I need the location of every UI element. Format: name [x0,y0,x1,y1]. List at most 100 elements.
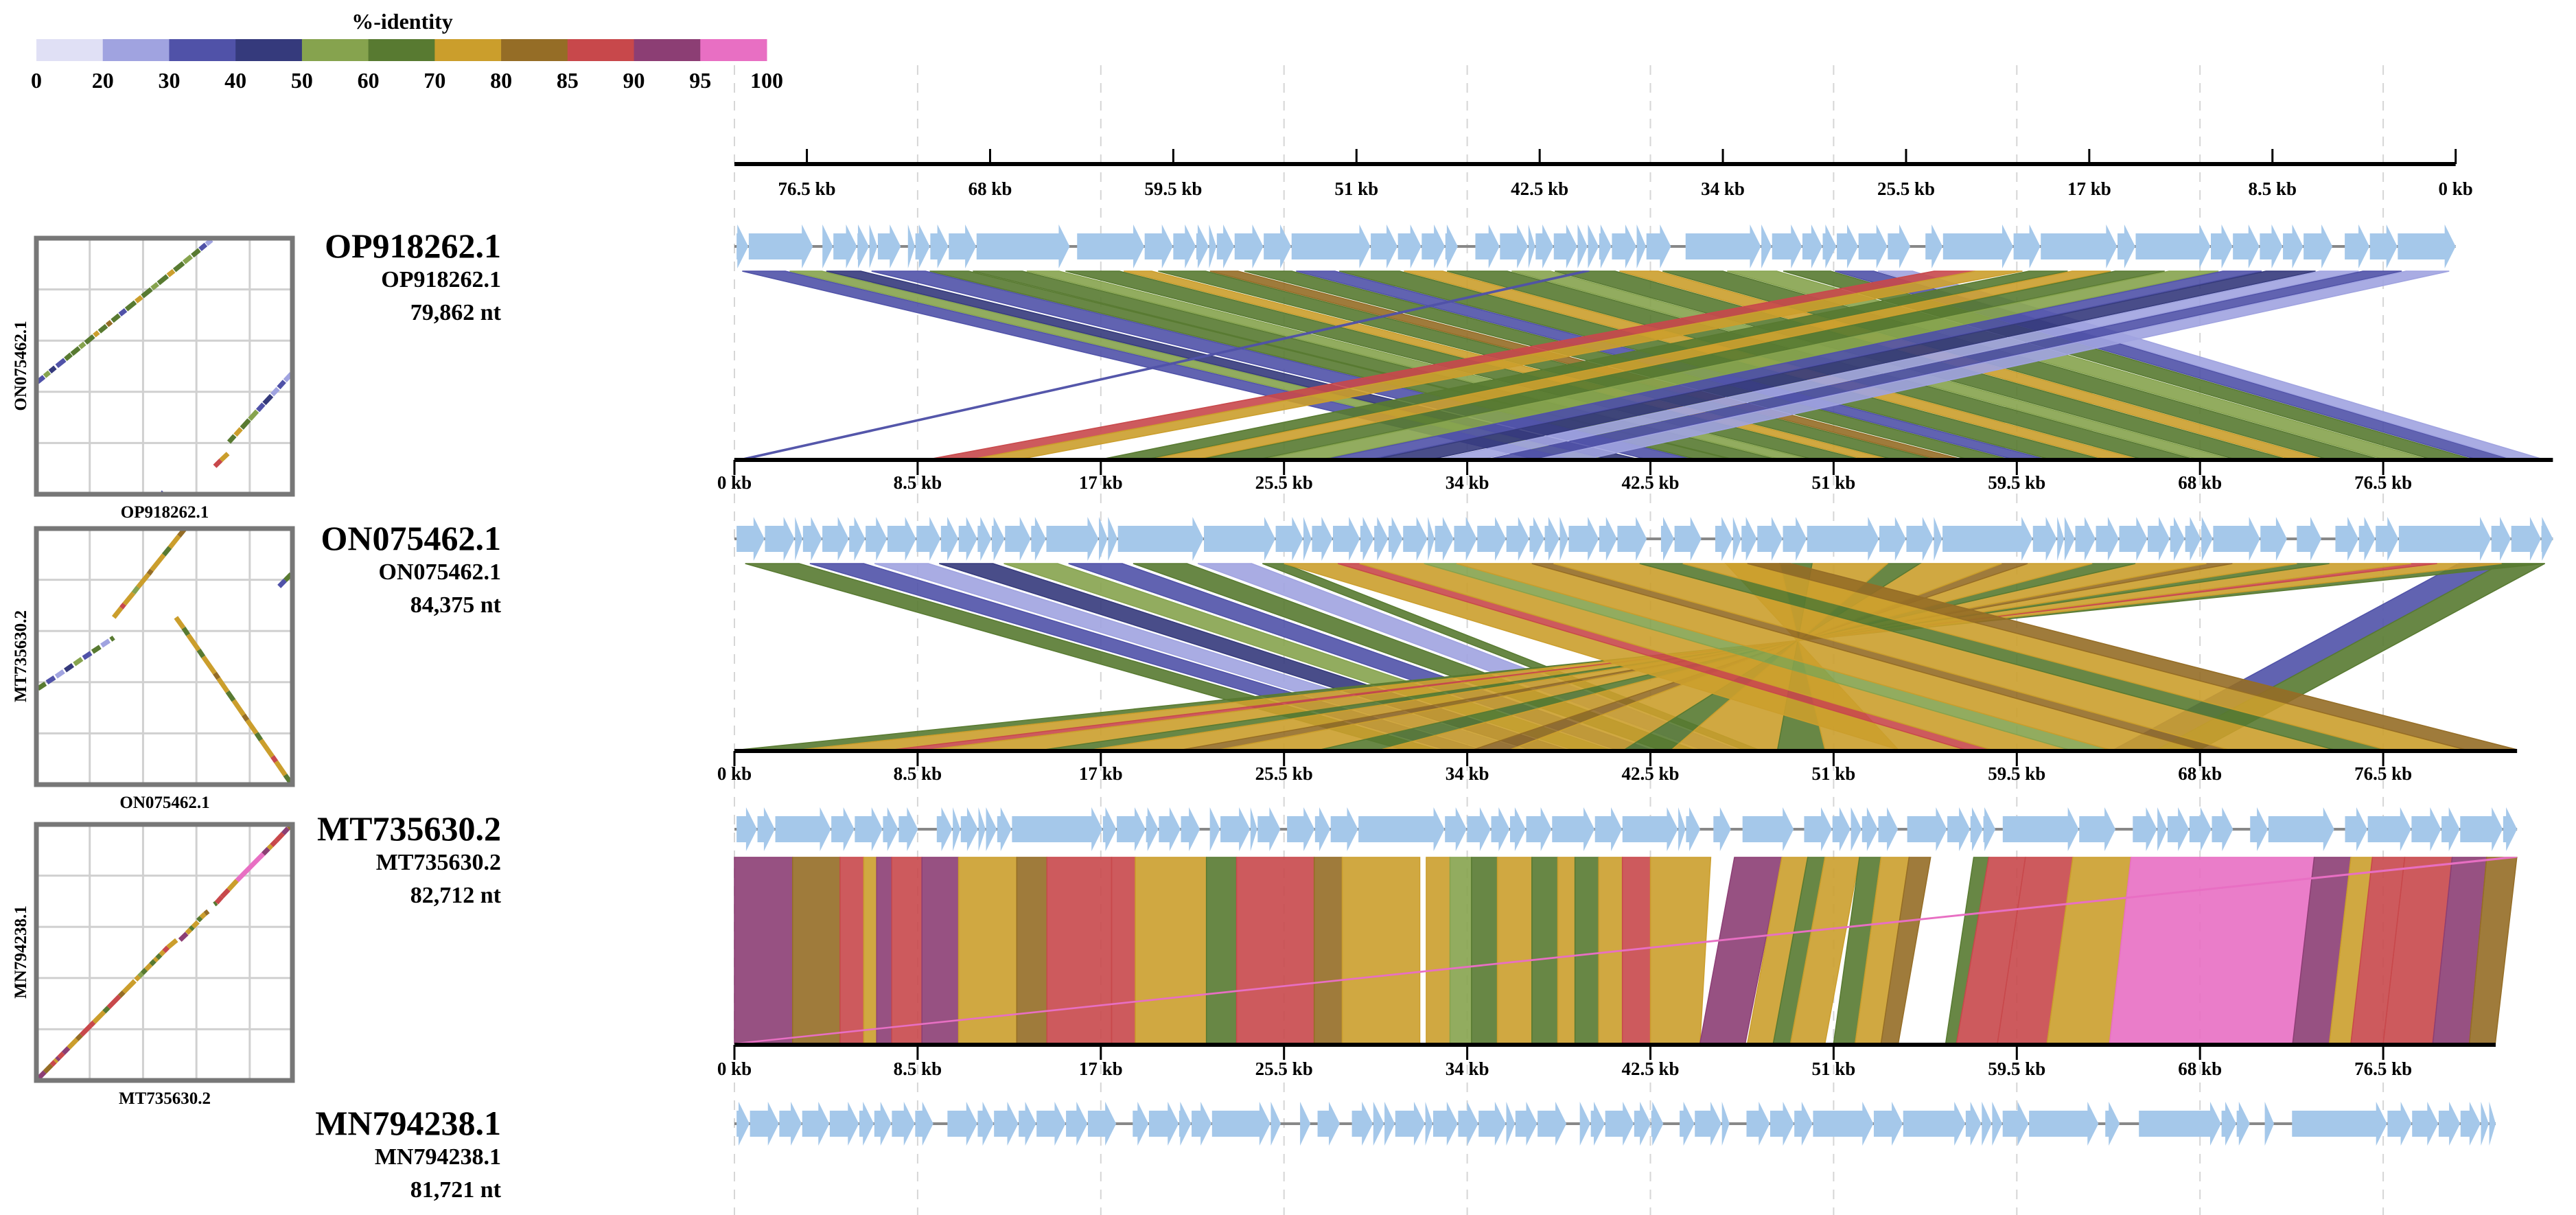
dotplot-segment [201,655,217,675]
gene-arrow [1220,807,1251,851]
genome-desc: OP918262.1 [381,267,501,292]
dotplot-segment [227,434,237,444]
ruler-tick-label: 0 kb [717,472,752,493]
gene-arrow [1066,1102,1088,1146]
gene-arrow [2260,224,2283,268]
dotplot-segment [140,967,148,975]
dotplot-segment [270,839,278,848]
ruler-tick-label: 25.5 kb [1255,763,1313,784]
dotplot-segment [55,1056,61,1062]
gene-arrow [1099,517,1108,561]
gene-arrow [2511,517,2541,561]
dotplot-segment [64,352,73,361]
gene-arrow [1822,224,1837,268]
gene-arrow [1144,224,1173,268]
gene-arrow [1500,224,1529,268]
gene-arrow [2367,807,2411,851]
genome-desc: MN794238.1 [375,1144,501,1170]
gene-arrow [991,517,1005,561]
dotplot-segment [105,320,113,327]
gene-arrow [1509,807,1526,851]
gene-arrow [2221,1102,2237,1146]
gene-arrow [947,1102,977,1146]
dotplot-segment [102,1006,111,1014]
gene-arrow [2133,807,2157,851]
legend-tick-label: 95 [689,68,711,93]
gene-arrow [2398,224,2456,268]
gene-arrow [1590,1102,1605,1146]
genome-length: 79,862 nt [410,300,502,325]
dotplot-segment [150,281,160,291]
legend-swatch [368,39,435,61]
dotplot-segment [274,760,288,776]
gene-arrow [1312,517,1333,561]
gene-arrow [977,517,992,561]
gene-arrow [1445,224,1458,268]
gene-arrow [1181,807,1200,851]
dotplot-segment [161,546,172,557]
gene-arrow [2117,224,2135,268]
gene-arrow [1371,224,1398,268]
gene-arrow [1544,517,1559,561]
gene-arrow [1031,517,1046,561]
dotplot-segment [191,248,201,258]
genome-desc: MT735630.2 [376,850,501,875]
gene-arrow [775,807,831,851]
gene-arrow [1772,224,1802,268]
genome-labels: OP918262.1 OP918262.1 79,862 nt ON075462… [315,227,501,1203]
gene-arrow [1646,224,1671,268]
gene-arrow [822,517,849,561]
gene-arrow [1761,224,1772,268]
dotplot-segment [259,739,275,758]
gene-arrow [1192,1102,1212,1146]
ruler-tick-label: 68 kb [2178,472,2222,493]
dotplot-segment [156,274,170,286]
dotplot-segment [274,831,285,843]
gene-arrow [1529,517,1544,561]
gene-arrow [2211,224,2233,268]
dotplot-segment [118,308,128,317]
ruler-tick-label: 76.5 kb [2354,763,2412,784]
gene-arrow [1012,807,1103,851]
dotplot-segment [198,242,208,251]
gene-arrow [829,1102,859,1146]
dotplot-segment [233,427,243,437]
gene-arrow [1934,517,1942,561]
gene-arrow [1388,517,1403,561]
gene-arrow [1858,224,1888,268]
ruler-tick-label: 42.5 kb [1511,178,1568,199]
gene-arrow [1287,807,1315,851]
dotplot-segment [262,846,270,856]
dotplot-segment [178,931,189,942]
dotplot-segment [219,452,230,463]
dotplot-segment [122,591,136,606]
gene-arrow [2236,1102,2250,1146]
gene-arrow [1216,224,1235,268]
legend-swatch [700,39,767,61]
dotplot-segment [93,330,100,338]
gene-arrow [1250,807,1257,851]
dotplot-segment [111,606,124,619]
gene-arrow [1903,1102,1966,1146]
gene-arrow [2148,517,2170,561]
dotplot-segment [213,901,218,907]
gene-arrow [1599,224,1612,268]
dotplot-segment [131,586,140,594]
ruler-tick-label: 25.5 kb [1255,472,1313,493]
alignment-band [839,857,865,1044]
ruler-tick-label: 76.5 kb [2354,472,2412,493]
gene-arrow [779,1102,802,1146]
dotplot-segment [82,651,93,660]
dotplot-segment [111,313,121,323]
genome-tracks [734,224,2553,1146]
gene-arrow [1651,1102,1664,1146]
gene-arrow [1397,224,1422,268]
dotplot-segment [84,334,95,345]
dotplot-segment [182,254,194,264]
dot-plots: ON075462.1 OP918262.1 MT735630.2 ON07546… [12,235,295,1108]
gene-arrow [1552,807,1595,851]
gene-arrow [849,517,866,561]
gene-arrow [877,224,901,268]
dotplot-segment [162,945,170,953]
